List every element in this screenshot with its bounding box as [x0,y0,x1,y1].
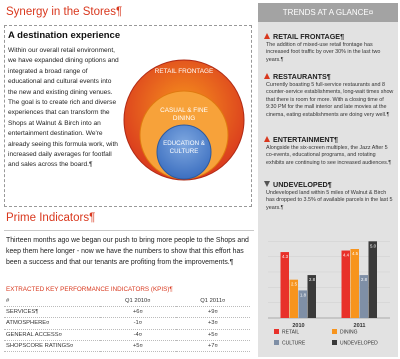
legend-swatch [274,329,279,334]
intro: Thirteen months ago we began our push to… [6,237,249,266]
item-text: Currently boasting 5 full-service restau… [266,82,394,118]
cell: SHOPSCORE RATINGS¤ [4,340,100,352]
section-title: Prime Indicators¶ [6,212,96,224]
rule [4,230,254,231]
item-text: The addition of mixed-use retail frontag… [266,42,381,63]
table-header: # Q1 2010¤ Q1 2011¤ [4,296,250,308]
cell: ATMOSPHERE¤ [4,317,100,330]
bar [359,275,368,318]
heading-text: UNDEVELOPED¶ [273,180,332,189]
table-row: SHOPSCORE RATINGS¤ +5¤ +7¤ [4,340,250,352]
bar [350,249,359,318]
bar [289,279,298,318]
item-heading: UNDEVELOPED¶ [264,180,332,189]
data-label: 2.8 [309,277,316,282]
bar [298,290,307,318]
data-label: 2.8 [361,277,368,282]
table-row: GENERAL ACCESS¤ -4¤ +5¤ [4,329,250,341]
title: Synergy in the Stores¶ [6,6,123,18]
cell: +3¤ [175,317,250,330]
diagram-label: RETAIL FRONTAGE [154,68,214,75]
item-heading: ENTERTAINMENT¶ [264,135,338,144]
heading-text: ENTERTAINMENT¶ [273,135,338,144]
legend-label: RETAIL [282,330,299,336]
legend-swatch [332,329,337,334]
legend-swatch [274,340,279,345]
table-row: SERVICES¶ +6¤ +9¤ [4,306,250,319]
x-tick-label: 2011 [354,323,366,329]
cell: SERVICES¶ [4,306,100,319]
cell: -1¤ [100,317,176,330]
cell: +5¤ [175,329,250,341]
cell: +6¤ [100,306,176,319]
trend-icon [264,33,270,39]
item-heading: RETAIL FRONTAGE¶ [264,32,344,41]
item-heading: RESTAURANTS¶ [264,72,331,81]
chart: 2010 4.3 2.51.8 2.8 2011 4.4 4.5 2.8 5.0 RETAIL DI… [268,241,390,347]
cell: +9¤ [175,306,250,319]
legend-label: CULTURE [282,341,306,347]
cell: -4¤ [100,329,176,341]
kpi-table: # Q1 2010¤ Q1 2011¤ SERVICES¶ +6¤ +9¤ ATMOSPH… [4,296,250,352]
bar [307,275,316,318]
legend-swatch [332,340,337,345]
cell: # [4,296,100,308]
inner-circle [156,124,212,180]
item-text: Undeveloped land within 5 miles of Walnu… [266,190,393,211]
bar [341,250,350,318]
bar [368,241,377,318]
diagram-label: CASUAL & FINE DINING [160,107,208,122]
table-row: ATMOSPHERE¤ -1¤ +3¤ [4,317,250,330]
diagram-label: EDUCATION & CULTURE [163,140,205,155]
cell: GENERAL ACCESS¤ [4,329,100,341]
legend-label: UNDEVELOPED [340,341,378,347]
trend-icon [264,73,270,79]
cell: Q1 2010¤ [100,296,176,308]
data-label: 4.3 [282,254,289,259]
data-label: 4.4 [343,253,350,258]
data-label: 1.8 [300,292,307,297]
data-label: 4.5 [352,251,359,256]
trend-icon [264,181,270,187]
cell: +7¤ [175,340,250,352]
kpi-title: EXTRACTED KEY PERFORMANCE INDICATORS (KP… [6,286,173,293]
cell: +5¤ [100,340,176,352]
cell: Q1 2011¤ [175,296,250,308]
bar [280,252,289,318]
heading-text: RESTAURANTS¶ [273,72,331,81]
heading-text: RETAIL FRONTAGE¶ [273,32,345,41]
data-label: 5.0 [370,243,377,248]
x-tick-label: 2010 [292,323,304,329]
item-text: Alongside the six-screen multiplex, the … [266,145,392,166]
text-box [4,25,252,207]
diagram [123,59,245,181]
trend-icon [264,136,270,142]
legend-label: DINING [340,330,358,336]
sidebar-title: TRENDS AT A GLANCE¤ [258,3,398,22]
box-body: Within our overall retail environment, w… [8,47,119,169]
data-label: 2.5 [291,282,298,287]
box-heading: A destination experience [8,30,121,41]
